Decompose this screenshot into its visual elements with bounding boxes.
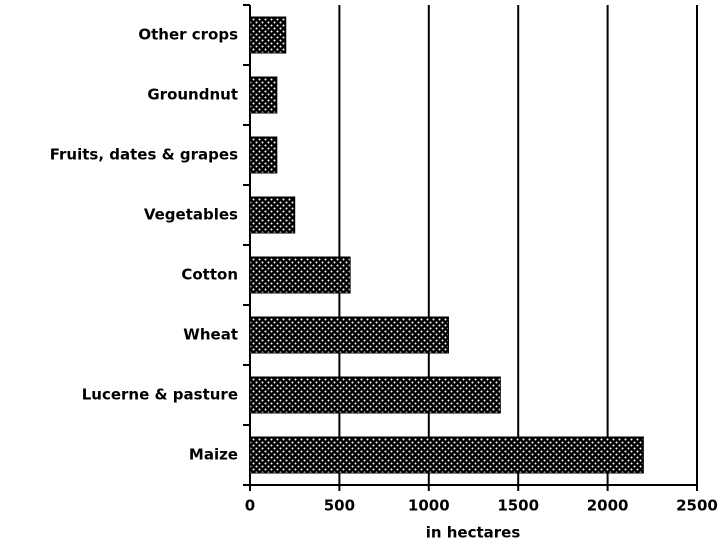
y-tick-label: Other crops — [138, 26, 238, 44]
y-tick-label: Groundnut — [147, 86, 238, 104]
x-axis-label: in hectares — [426, 524, 521, 542]
y-tick-label: Lucerne & pasture — [82, 386, 238, 404]
bar — [249, 316, 449, 354]
y-tick-label: Maize — [189, 446, 238, 464]
bar — [249, 436, 644, 474]
bar — [249, 76, 278, 114]
y-tick-label: Cotton — [181, 266, 238, 284]
x-tick-label: 0 — [245, 497, 255, 515]
bar — [249, 376, 501, 414]
y-tick-label: Wheat — [183, 326, 238, 344]
x-tick-label: 2500 — [676, 497, 718, 515]
bar — [249, 136, 278, 174]
y-tick-label: Vegetables — [144, 206, 238, 224]
y-tick-label: Fruits, dates & grapes — [50, 146, 238, 164]
bar — [249, 196, 296, 234]
x-tick-label: 1000 — [408, 497, 450, 515]
x-tick-label: 2000 — [587, 497, 629, 515]
bar — [249, 16, 287, 54]
bar — [249, 256, 351, 294]
x-tick-label: 1500 — [497, 497, 539, 515]
x-tick-label: 500 — [324, 497, 355, 515]
